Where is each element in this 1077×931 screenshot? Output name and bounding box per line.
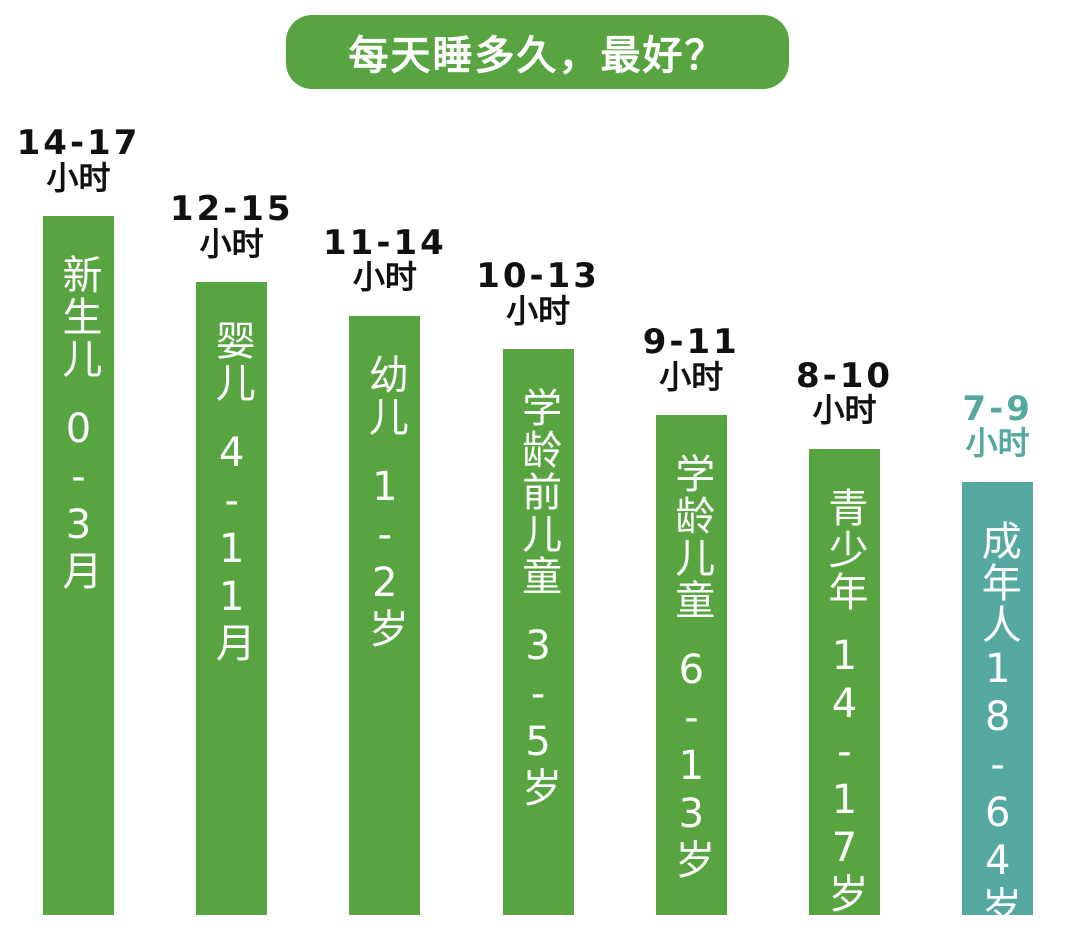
hours-unit: 小时 [812,391,877,430]
age-range: 4-11月 [208,430,255,665]
hours-unit: 小时 [199,225,264,264]
chart-title: 每天睡多久，最好？ [286,15,789,89]
group-name: 婴儿 [208,320,255,405]
bar-value-label: 10-13 小时 [463,255,614,330]
sleep-hours-range: 12-15 [169,189,294,230]
group-name: 成年人 [974,519,1021,646]
age-range: 14-17岁 [821,632,868,915]
group-name: 学龄前儿童 [515,386,562,597]
bar-category-label: 新生儿 0-3月 [43,216,114,915]
bar: 学龄儿童 6-13岁 [655,415,727,915]
bar-value-label: 7-9 小时 [922,388,1073,463]
bar: 幼儿 1-2岁 [349,315,421,915]
bar-value-label: 9-11 小时 [616,325,767,394]
bar-category-label: 青少年 14-17岁 [809,449,880,915]
bar: 学龄前儿童 3-5岁 [502,348,574,915]
sleep-hours-range: 11-14 [323,222,447,263]
hours-unit: 小时 [965,424,1030,463]
sleep-hours-range: 7-9 [962,388,1033,429]
bar-value-label: 14-17 小时 [3,123,154,197]
bar-value-label: 11-14 小时 [309,222,460,297]
hours-unit: 小时 [46,158,111,197]
group-name: 新生儿 [55,254,102,380]
bar: 成年人 18-64岁 [962,481,1034,928]
hours-unit: 小时 [659,358,724,397]
age-range: 6-13岁 [668,647,715,882]
hours-unit: 小时 [506,291,571,330]
bar: 青少年 14-17岁 [809,448,880,915]
group-name: 幼儿 [361,353,408,438]
bar-category-label: 学龄前儿童 3-5岁 [503,349,574,915]
bar-category-label: 学龄儿童 6-13岁 [656,415,727,915]
group-name: 青少年 [821,486,868,613]
sleep-hours-range: 14-17 [16,123,141,163]
group-name: 学龄儿童 [668,453,715,622]
bar: 婴儿 4-11月 [196,282,268,915]
sleep-hours-range: 10-13 [476,255,600,296]
bar-category-label: 幼儿 1-2岁 [349,316,420,915]
bar: 新生儿 0-3月 [43,216,114,915]
age-range: 3-5岁 [515,622,562,809]
sleep-hours-range: 8-10 [795,355,894,396]
bar-category-label: 婴儿 4-11月 [196,282,267,915]
sleep-hours-range: 9-11 [642,322,740,363]
hours-unit: 小时 [352,258,417,297]
age-range: 0-3月 [55,406,102,592]
bar-category-label: 成年人 18-64岁 [962,482,1033,928]
age-range: 1-2岁 [361,463,408,650]
age-range: 18-64岁 [974,645,1021,928]
bar-value-label: 12-15 小时 [156,192,307,261]
bar-value-label: 8-10 小时 [769,355,920,430]
